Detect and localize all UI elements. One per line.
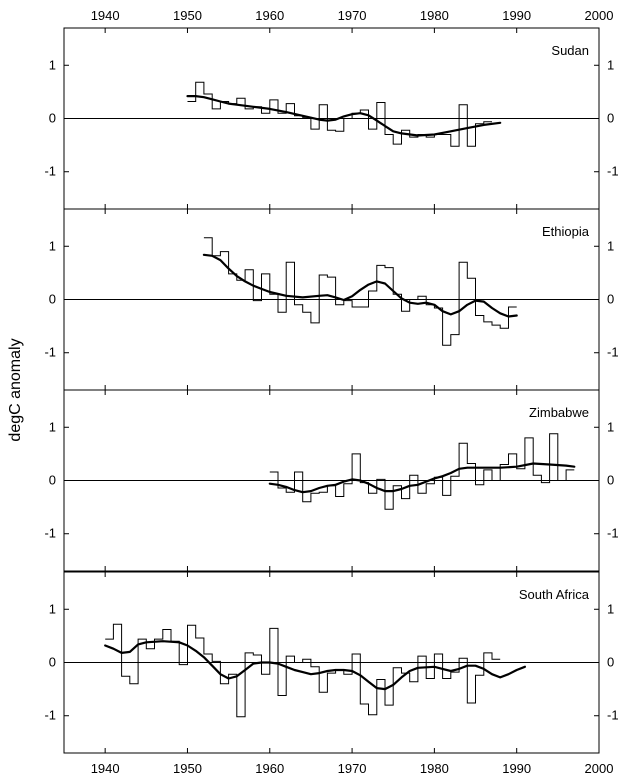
annual-step-series [203,237,517,346]
x-tick-label-bottom: 1950 [173,761,202,776]
y-tick-label-left: 1 [49,601,56,616]
annual-step-series [105,623,501,718]
x-tick-label-top: 1980 [420,8,449,23]
y-tick-label-right: -1 [607,345,619,360]
x-tick-label-top: 1940 [91,8,120,23]
panel-title: Sudan [551,43,589,58]
x-tick-label-bottom: 2000 [585,761,614,776]
y-tick-label-right: -1 [607,526,619,541]
y-tick-label-left: -1 [44,345,56,360]
y-tick-label-left: 1 [49,419,56,434]
y-tick-label-right: -1 [607,708,619,723]
y-tick-label-left: -1 [44,164,56,179]
y-tick-label-left: 0 [49,473,56,488]
y-tick-label-right: -1 [607,164,619,179]
smoothed-series [202,253,518,318]
y-tick-label-left: 1 [49,238,56,253]
y-tick-label-right: 1 [607,419,614,434]
y-tick-label-left: 0 [49,655,56,670]
y-tick-label-right: 0 [607,292,614,307]
panel-title: Ethiopia [542,224,590,239]
annual-step-series [187,81,492,147]
x-tick-label-top: 1970 [338,8,367,23]
y-axis-label: degC anomaly [7,338,24,441]
smoothed-series [186,95,502,137]
x-tick-label-top: 1990 [502,8,531,23]
y-tick-label-left: 0 [49,292,56,307]
x-tick-label-bottom: 1940 [91,761,120,776]
smoothed-series [268,462,576,494]
y-tick-label-left: 0 [49,111,56,126]
y-tick-label-right: 1 [607,238,614,253]
y-tick-label-right: 0 [607,655,614,670]
x-tick-label-bottom: 1980 [420,761,449,776]
y-tick-label-left: -1 [44,708,56,723]
panel-title: Zimbabwe [529,405,589,420]
panel-title: South Africa [519,587,590,602]
x-tick-label-top: 1950 [173,8,202,23]
y-tick-label-right: 0 [607,473,614,488]
x-tick-label-bottom: 1960 [255,761,284,776]
annual-step-series [269,433,575,510]
x-tick-label-top: 2000 [585,8,614,23]
y-tick-label-left: 1 [49,57,56,72]
x-tick-label-top: 1960 [255,8,284,23]
x-tick-label-bottom: 1970 [338,761,367,776]
smoothed-series [104,640,526,691]
y-tick-label-right: 1 [607,601,614,616]
y-tick-label-left: -1 [44,526,56,541]
y-tick-label-right: 0 [607,111,614,126]
x-tick-label-bottom: 1990 [502,761,531,776]
y-tick-label-right: 1 [607,57,614,72]
